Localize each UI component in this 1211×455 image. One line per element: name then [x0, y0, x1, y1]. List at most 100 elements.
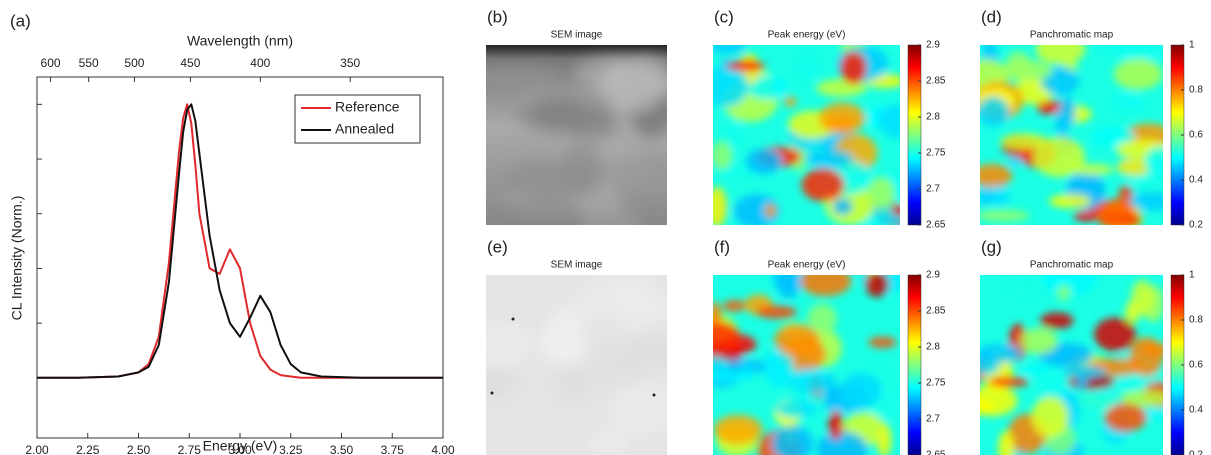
- map-blob: [729, 113, 742, 153]
- x2-tick-label: 600: [41, 56, 61, 70]
- map-blob: [713, 371, 755, 382]
- map-blob: [980, 343, 1022, 363]
- sem-blob: [565, 108, 619, 141]
- map-blob: [998, 430, 1015, 455]
- sem-blob: [520, 196, 574, 219]
- map-blob: [776, 275, 801, 299]
- panel-title: SEM image: [551, 30, 603, 41]
- panel-label: (g): [981, 237, 1002, 256]
- map-blob: [713, 321, 741, 353]
- map-blob: [799, 275, 852, 297]
- map-blob: [832, 198, 853, 216]
- panel-label: (d): [981, 7, 1002, 26]
- panel-title: Panchromatic map: [1030, 260, 1114, 271]
- colorbar-tick-label: 0.6: [1189, 130, 1203, 141]
- map-blob: [1020, 328, 1058, 355]
- map-blob: [774, 324, 821, 356]
- sem-dot: [652, 393, 656, 397]
- legend-box: [294, 94, 421, 144]
- map-blob: [816, 431, 868, 455]
- sem-blob: [605, 154, 667, 192]
- map-blob: [1129, 337, 1163, 377]
- sem-blob: [567, 395, 605, 419]
- map-blob: [756, 305, 797, 319]
- series-line: [37, 103, 443, 379]
- map-texture: [980, 275, 1163, 455]
- map-blob: [713, 65, 749, 108]
- image: [980, 45, 1163, 225]
- map-blob: [807, 303, 837, 334]
- colorbar: [907, 274, 922, 455]
- colorbar-tick-label: 2.8: [926, 112, 940, 123]
- x-tick-label: 2.50: [127, 443, 151, 455]
- image: [713, 275, 900, 455]
- map-blob: [1097, 45, 1154, 56]
- map-blob: [878, 214, 900, 225]
- map-blob: [1031, 396, 1069, 438]
- colorbar-tick-label: 2.75: [926, 148, 946, 159]
- map-blob: [828, 410, 844, 440]
- map-blob: [772, 425, 814, 455]
- image: [713, 45, 900, 225]
- x-tick-label: 4.00: [431, 443, 455, 455]
- map-texture: [713, 45, 900, 225]
- panel-title: Peak energy (eV): [768, 260, 846, 271]
- map-blob: [1144, 146, 1163, 177]
- sem-blob: [587, 428, 631, 455]
- colorbar-tick-label: 2.85: [926, 306, 946, 317]
- panel-title: SEM image: [551, 260, 603, 271]
- map-blob: [988, 376, 1029, 388]
- panel-title: Panchromatic map: [1030, 30, 1114, 41]
- map-blob: [867, 177, 895, 209]
- map-blob: [1005, 275, 1054, 295]
- map-blob: [1000, 133, 1047, 150]
- sem-blob: [486, 65, 564, 91]
- map-blob: [980, 384, 1018, 417]
- colorbar-tick-label: 2.75: [926, 378, 946, 389]
- map-texture: [713, 275, 900, 455]
- map-blob: [713, 141, 733, 170]
- colorbar-tick-label: 0.4: [1189, 405, 1203, 416]
- x-tick-label: 2.00: [25, 443, 49, 455]
- x2-tick-label: 350: [340, 56, 360, 70]
- x2-axis-label: Wavelength (nm): [187, 33, 293, 49]
- colorbar-tick-label: 1: [1189, 40, 1195, 51]
- map-blob: [1119, 389, 1163, 408]
- colorbar-tick-label: 2.7: [926, 184, 940, 195]
- map-blob: [789, 368, 830, 395]
- map-blob: [1112, 92, 1145, 113]
- map-blob: [1073, 210, 1100, 222]
- image: [486, 45, 667, 225]
- x-tick-label: 2.75: [178, 443, 202, 455]
- sem-blob: [547, 310, 583, 352]
- colorbar-tick-label: 2.7: [926, 414, 940, 425]
- map-blob: [980, 163, 1013, 188]
- sem-blob: [486, 320, 532, 368]
- y-axis-label: CL Intensity (Norm.): [9, 196, 25, 321]
- map-blob: [1074, 392, 1117, 414]
- map-blob: [1125, 192, 1163, 211]
- sem-blob: [580, 314, 629, 359]
- series-line: [37, 103, 443, 379]
- colorbar-tick-label: 0.8: [1189, 85, 1203, 96]
- map-blob: [805, 149, 853, 168]
- map-blob: [1116, 158, 1154, 176]
- sem-blob: [608, 383, 667, 434]
- colorbar-tick-label: 2.9: [926, 270, 940, 281]
- map-blob: [1118, 185, 1133, 203]
- x2-tick-label: 550: [79, 56, 99, 70]
- map-blob: [776, 399, 817, 419]
- map-blob: [1062, 365, 1107, 379]
- x-tick-label: 2.25: [76, 443, 100, 455]
- map-blob: [1039, 312, 1074, 330]
- x-tick-label: 3.00: [228, 443, 252, 455]
- map-blob: [723, 300, 746, 312]
- map-blob: [713, 186, 728, 225]
- colorbar-tick-label: 2.65: [926, 450, 946, 455]
- colorbar-tick-label: 2.9: [926, 40, 940, 51]
- sem-blob: [557, 362, 589, 401]
- map-blob: [746, 75, 788, 100]
- map-blob: [980, 187, 994, 206]
- map-blob: [1056, 285, 1071, 301]
